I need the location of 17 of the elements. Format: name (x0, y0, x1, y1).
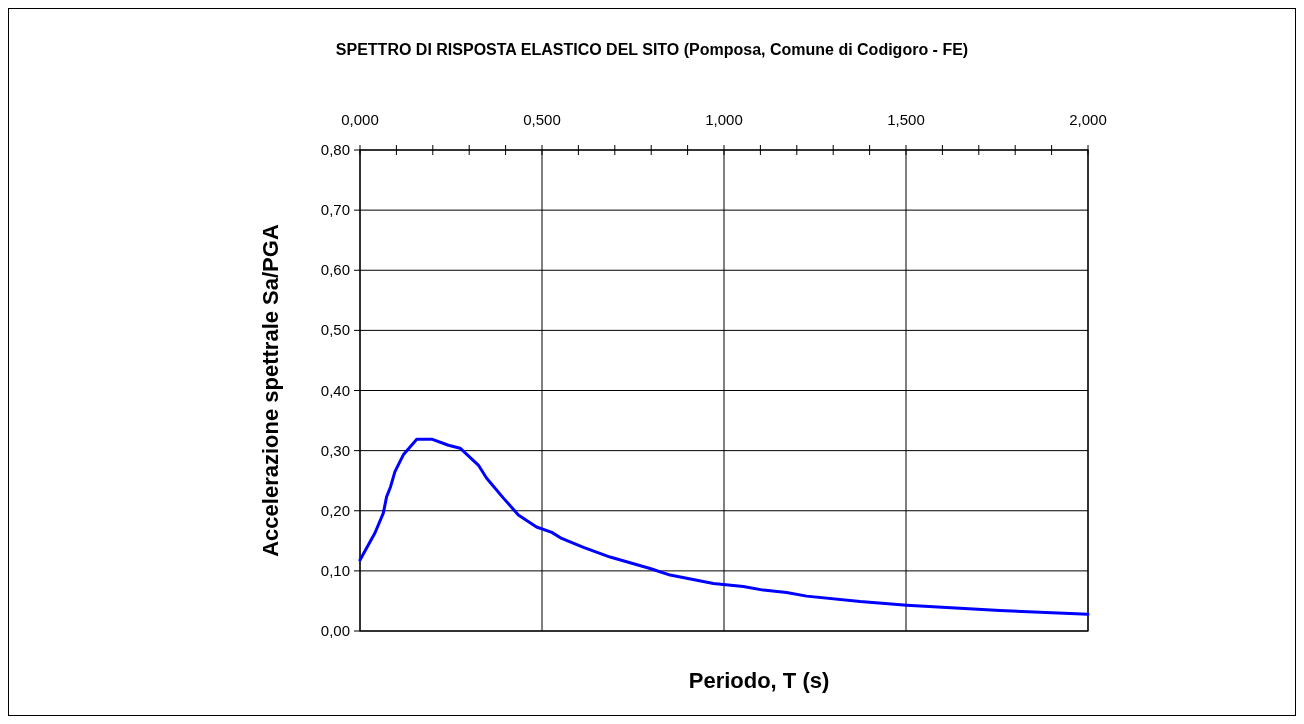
y-axis-title: Accelerazione spettrale Sa/PGA (258, 224, 283, 557)
y-tick-label: 0,00 (320, 622, 350, 639)
y-tick-label: 0,80 (320, 141, 350, 158)
y-tick-label: 0,60 (320, 261, 350, 279)
x-tick-label: 2,000 (1069, 111, 1107, 128)
y-tick-label: 0,30 (320, 441, 350, 459)
y-tick-label: 0,50 (320, 321, 350, 339)
y-tick-label: 0,70 (320, 201, 350, 219)
y-tick-label: 0,10 (320, 561, 350, 579)
x-tick-label: 0,500 (523, 111, 561, 128)
y-tick-label: 0,20 (320, 501, 350, 519)
y-tick-label: 0,40 (320, 381, 350, 399)
x-tick-label: 1,000 (705, 111, 743, 128)
x-tick-label: 1,500 (887, 111, 925, 128)
x-axis-title: Periodo, T (s) (688, 668, 830, 693)
chart-title: SPETTRO DI RISPOSTA ELASTICO DEL SITO (Pomposa, Comune di Codigoro - FE) (335, 41, 969, 58)
x-tick-label: 0,000 (341, 111, 379, 128)
